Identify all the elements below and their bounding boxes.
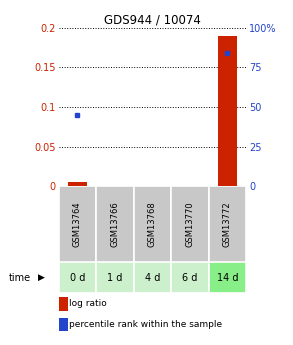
Bar: [96, 186, 134, 262]
Text: GSM13764: GSM13764: [73, 201, 82, 247]
Text: ▶: ▶: [38, 273, 45, 282]
Text: log ratio: log ratio: [69, 299, 107, 308]
Text: 4 d: 4 d: [145, 273, 160, 283]
Bar: [209, 262, 246, 293]
Bar: [171, 262, 209, 293]
Bar: [59, 318, 68, 331]
Text: 14 d: 14 d: [217, 273, 238, 283]
Text: GSM13766: GSM13766: [110, 201, 119, 247]
Text: GSM13768: GSM13768: [148, 201, 157, 247]
Bar: [134, 262, 171, 293]
Text: percentile rank within the sample: percentile rank within the sample: [69, 320, 222, 329]
Bar: [218, 36, 237, 186]
Bar: [59, 262, 96, 293]
Title: GDS944 / 10074: GDS944 / 10074: [104, 13, 201, 27]
Bar: [68, 182, 87, 186]
Text: time: time: [9, 273, 31, 283]
Text: 1 d: 1 d: [107, 273, 122, 283]
Bar: [96, 262, 134, 293]
Text: GSM13772: GSM13772: [223, 201, 232, 247]
Bar: [59, 186, 96, 262]
Bar: [171, 186, 209, 262]
Bar: [209, 186, 246, 262]
Text: GSM13770: GSM13770: [185, 201, 194, 247]
Text: 6 d: 6 d: [182, 273, 197, 283]
Text: 0 d: 0 d: [70, 273, 85, 283]
Bar: [59, 297, 68, 310]
Bar: [134, 186, 171, 262]
